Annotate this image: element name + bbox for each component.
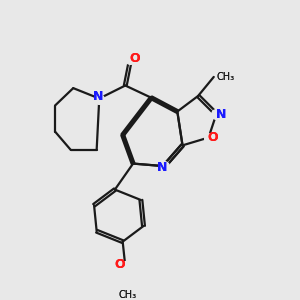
Text: O: O <box>115 258 125 271</box>
Text: CH₃: CH₃ <box>217 72 235 82</box>
Text: N: N <box>157 161 167 174</box>
Text: CH₃: CH₃ <box>119 290 137 300</box>
Text: O: O <box>129 52 140 65</box>
Text: O: O <box>207 131 218 144</box>
Text: N: N <box>93 90 103 103</box>
Text: O: O <box>115 258 125 271</box>
Text: N: N <box>157 161 167 174</box>
Text: N: N <box>93 90 103 103</box>
Text: O: O <box>207 131 218 144</box>
Text: CH₃: CH₃ <box>217 72 235 82</box>
Text: O: O <box>129 52 140 65</box>
Text: N: N <box>216 108 226 121</box>
Text: CH₃: CH₃ <box>119 290 137 300</box>
Text: N: N <box>216 108 226 121</box>
